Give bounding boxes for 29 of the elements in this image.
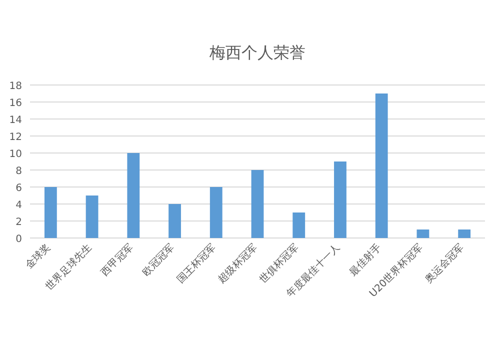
bar [210,187,222,238]
bar [375,94,388,238]
y-tick-label: 4 [16,200,22,211]
bar [86,196,98,238]
y-tick-label: 0 [16,234,22,245]
y-tick-label: 2 [16,217,22,228]
bar [458,230,471,238]
y-tick-label: 14 [9,115,22,126]
x-tick-label: 最佳射手 [346,242,384,278]
x-tick-label: 金球奖 [23,242,53,272]
chart-title: 梅西个人荣誉 [208,43,306,62]
bar [334,162,346,238]
bar [168,204,181,238]
x-tick-label: 奥运会冠军 [422,242,466,286]
y-tick-label: 18 [9,81,22,92]
x-tick-label: 国王杯冠军 [174,242,218,286]
bar [127,153,140,238]
x-tick-label: 超级杯冠军 [216,242,260,286]
bar [292,212,306,238]
bar [251,170,264,238]
y-tick-label: 12 [9,132,22,143]
bar [416,230,430,238]
y-tick-label: 6 [16,183,22,194]
y-tick-label: 8 [16,166,22,177]
y-tick-label: 16 [9,98,22,109]
bar [44,187,57,238]
x-tick-label: 西甲冠军 [99,242,136,278]
y-tick-label: 10 [9,149,22,160]
x-tick-label: 欧冠冠军 [140,242,177,278]
